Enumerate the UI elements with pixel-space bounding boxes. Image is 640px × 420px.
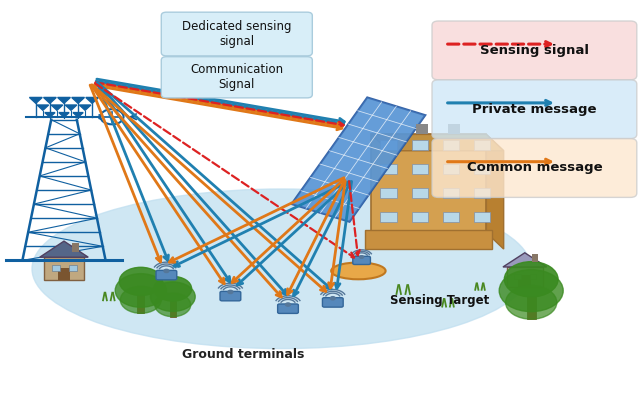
Bar	[529, 274, 536, 279]
Text: Dedicated sensing
signal: Dedicated sensing signal	[182, 20, 292, 48]
Circle shape	[119, 267, 163, 296]
Bar	[532, 255, 538, 262]
Circle shape	[164, 269, 169, 273]
Text: Ground terminals: Ground terminals	[182, 349, 305, 361]
Circle shape	[154, 276, 191, 301]
FancyBboxPatch shape	[432, 80, 637, 139]
Bar	[527, 296, 536, 319]
Polygon shape	[371, 134, 504, 151]
Bar	[443, 164, 459, 174]
Polygon shape	[503, 253, 547, 267]
Bar	[443, 140, 459, 150]
Text: Communication
Signal: Communication Signal	[190, 63, 284, 91]
Polygon shape	[59, 113, 69, 117]
Ellipse shape	[278, 308, 298, 311]
Ellipse shape	[332, 262, 385, 279]
Polygon shape	[29, 97, 42, 103]
Polygon shape	[58, 97, 70, 103]
Bar	[412, 188, 428, 198]
Ellipse shape	[323, 302, 342, 304]
Bar	[412, 164, 428, 174]
Circle shape	[150, 282, 195, 311]
Polygon shape	[51, 105, 63, 110]
Polygon shape	[292, 97, 425, 222]
Polygon shape	[73, 113, 83, 117]
Text: Sensing Target: Sensing Target	[390, 294, 490, 307]
Circle shape	[360, 256, 364, 258]
Polygon shape	[45, 113, 55, 117]
Bar	[70, 265, 77, 271]
Bar	[474, 212, 490, 222]
Ellipse shape	[221, 295, 240, 298]
Bar	[52, 265, 60, 271]
Bar	[380, 212, 397, 222]
Bar	[72, 243, 79, 252]
Polygon shape	[65, 105, 77, 110]
Text: Private message: Private message	[472, 103, 596, 116]
Polygon shape	[486, 134, 504, 249]
Polygon shape	[40, 241, 88, 257]
FancyBboxPatch shape	[156, 270, 177, 280]
Circle shape	[100, 109, 124, 124]
Circle shape	[120, 286, 161, 313]
Polygon shape	[79, 105, 91, 110]
Bar	[137, 295, 145, 313]
Bar	[416, 124, 428, 134]
Bar	[380, 140, 397, 150]
Polygon shape	[86, 97, 99, 103]
Bar	[380, 188, 397, 198]
FancyBboxPatch shape	[432, 139, 637, 197]
Circle shape	[228, 290, 233, 294]
FancyBboxPatch shape	[161, 12, 312, 56]
FancyBboxPatch shape	[432, 21, 637, 80]
FancyBboxPatch shape	[220, 291, 241, 301]
FancyBboxPatch shape	[278, 304, 298, 313]
FancyBboxPatch shape	[353, 256, 371, 265]
Bar	[170, 301, 176, 317]
Bar	[474, 140, 490, 150]
Ellipse shape	[32, 189, 531, 349]
Polygon shape	[72, 97, 84, 103]
Polygon shape	[371, 134, 486, 233]
Circle shape	[504, 262, 558, 297]
Circle shape	[155, 293, 191, 317]
Circle shape	[115, 274, 166, 307]
Bar	[474, 188, 490, 198]
Bar	[443, 212, 459, 222]
Ellipse shape	[354, 260, 369, 262]
FancyBboxPatch shape	[161, 57, 312, 98]
Ellipse shape	[157, 274, 176, 277]
Bar	[518, 275, 531, 287]
Bar	[412, 140, 428, 150]
Bar	[44, 257, 84, 281]
Bar	[58, 268, 70, 281]
Polygon shape	[44, 97, 56, 103]
Circle shape	[285, 303, 291, 306]
Polygon shape	[37, 105, 49, 110]
Text: Common message: Common message	[467, 162, 602, 174]
Circle shape	[330, 297, 335, 300]
Polygon shape	[292, 97, 425, 222]
FancyBboxPatch shape	[323, 298, 343, 307]
Circle shape	[506, 286, 557, 319]
Bar	[365, 231, 492, 249]
Bar	[474, 164, 490, 174]
Bar	[412, 212, 428, 222]
Bar	[507, 267, 543, 287]
Text: Sensing signal: Sensing signal	[480, 44, 589, 57]
Bar	[515, 274, 521, 279]
Bar	[448, 124, 460, 134]
Bar	[443, 188, 459, 198]
Bar	[380, 164, 397, 174]
Circle shape	[499, 270, 563, 312]
